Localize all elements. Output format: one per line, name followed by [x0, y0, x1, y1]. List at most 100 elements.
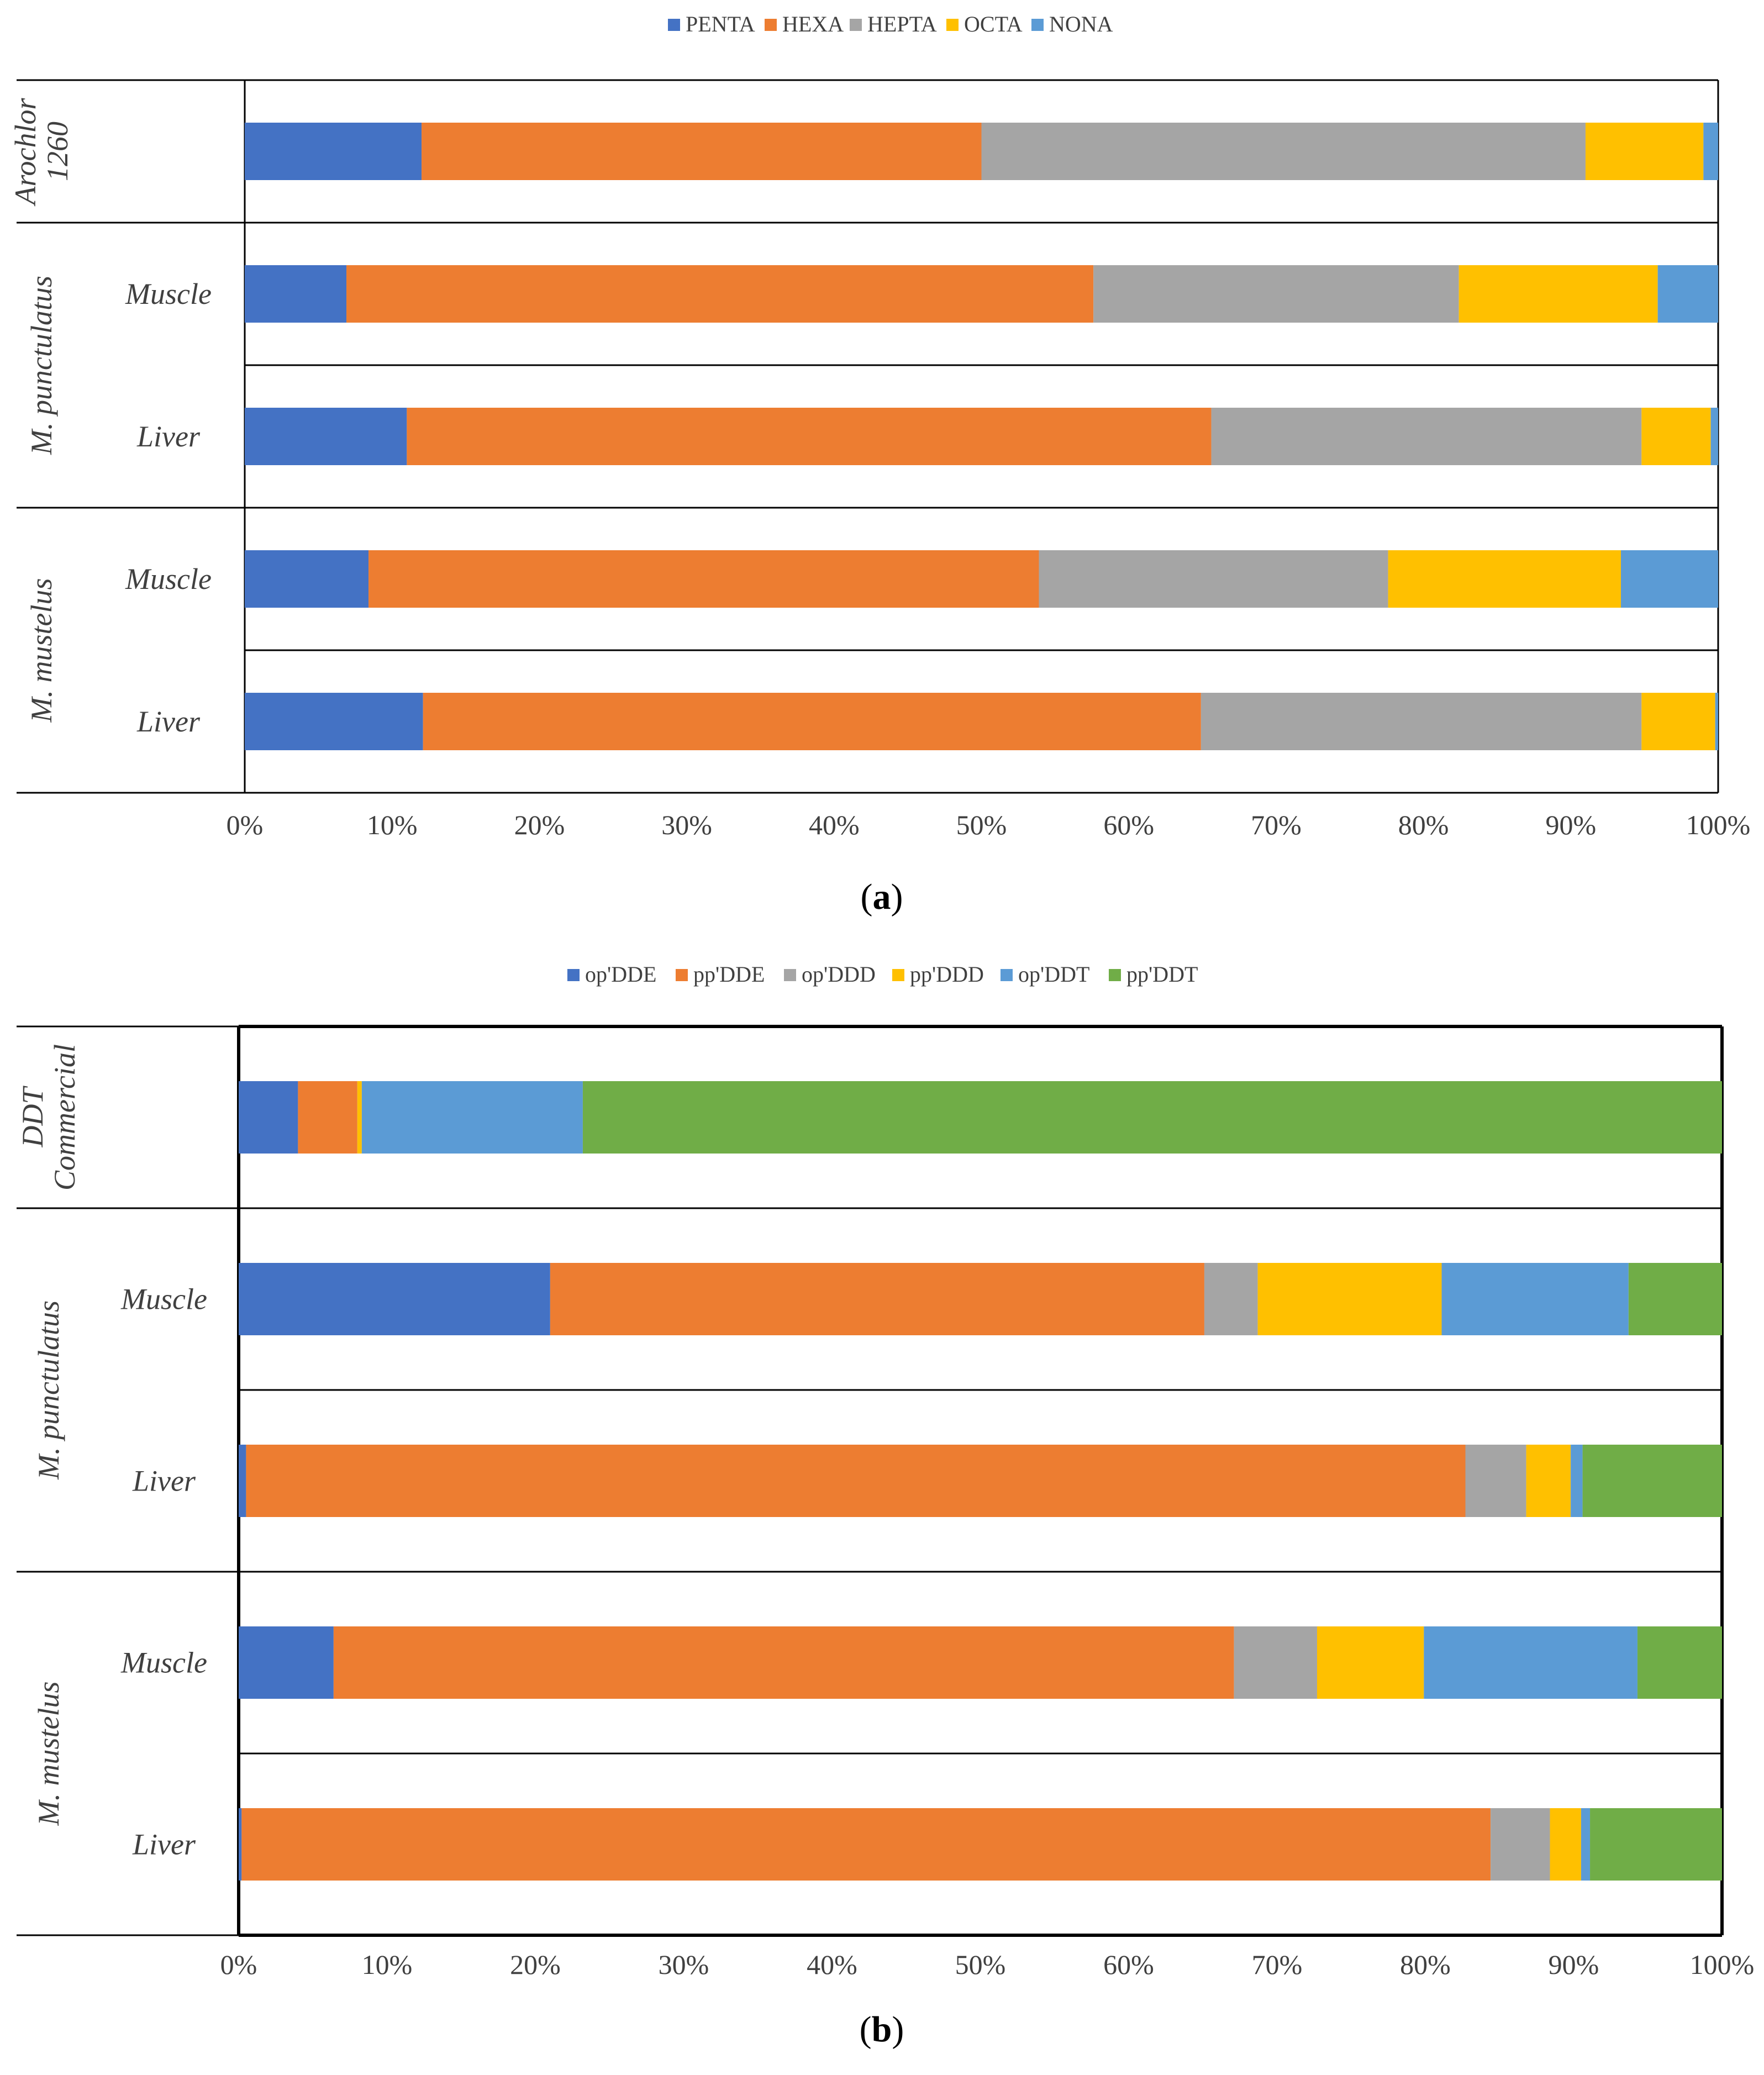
panel-b-bar-m-punctulatus-muscle-pp-dde: [550, 1263, 1204, 1335]
panel-b-panel-label-open: (: [860, 2009, 872, 2050]
panel-a-row-label-m-punctulatus-muscle: Muscle: [125, 277, 212, 310]
panel-b-legend-label-op-ddt: op'DDT: [1018, 962, 1089, 987]
panel-b-x-ticks: 0% 10% 20% 30% 40% 50% 60% 70% 80% 90% 100%: [220, 1949, 1755, 1980]
panel-a-bar-m-mustelus-liver-hexa: [423, 693, 1201, 750]
panel-b-bar-m-punctulatus-liver-pp-dde: [246, 1445, 1466, 1517]
panel-b-bar-m-mustelus-muscle-op-ddd: [1234, 1626, 1317, 1699]
panel-a-group-label-arochlor-1260-line1: Arochlor: [9, 98, 42, 207]
panel-b-legend-label-op-dde: op'DDE: [585, 962, 656, 987]
panel-b-bar-m-punctulatus-liver-op-ddd: [1465, 1445, 1526, 1517]
panel-a-x-tick-label-50: 50%: [956, 809, 1007, 840]
panel-b-bar-m-punctulatus-muscle-op-ddt: [1441, 1263, 1629, 1335]
panel-b-legend: op'DDE pp'DDE op'DDD pp'DDD op'DDT pp'DDT: [567, 962, 1198, 987]
panel-a-panel-label-letter: a: [873, 877, 891, 917]
panel-a-legend-swatch-hepta: [850, 19, 862, 31]
panel-a-x-tick-label-30: 30%: [661, 809, 712, 840]
panel-b-bar-m-mustelus-muscle-op-dde: [239, 1626, 334, 1699]
panel-a-legend-label-nona: NONA: [1049, 12, 1113, 36]
panel-b-group-label-m-mustelus-line1: M. mustelus: [32, 1682, 65, 1826]
panel-b-row-label-m-punctulatus-liver: Liver: [132, 1465, 196, 1498]
panel-b-bar-ddt-commercial-pp-ddd: [357, 1081, 362, 1154]
panel-a-bar-m-mustelus-muscle-hepta: [1039, 550, 1388, 608]
panel-a-x-tick-label-10: 10%: [367, 809, 418, 840]
panel-b-bar-m-mustelus-muscle-op-ddt: [1424, 1626, 1637, 1699]
panel-a-bar-arochlor-1260-hexa: [422, 123, 982, 180]
panel-a-legend-label-hexa: HEXA: [782, 12, 844, 36]
panel-b-bar-m-mustelus-liver-pp-ddt: [1590, 1808, 1722, 1881]
panel-a-bar-m-mustelus-muscle-octa: [1388, 550, 1621, 608]
panel-b-legend-swatch-op-dde: [567, 969, 580, 981]
panel-a-x-tick-label-20: 20%: [514, 809, 565, 840]
panel-a-bar-m-punctulatus-liver-nona: [1710, 408, 1718, 465]
panel-a-bar-m-punctulatus-liver-penta: [245, 408, 407, 465]
panel-a-bar-m-mustelus-liver-octa: [1641, 693, 1715, 750]
panel-b-x-tick-label-70: 70%: [1252, 1949, 1303, 1980]
panel-b-group-label-ddt-commercial-line1: DDT: [16, 1086, 49, 1148]
panel-b-bar-m-punctulatus-muscle-op-dde: [239, 1263, 550, 1335]
panel-a-bar-arochlor-1260-nona: [1703, 123, 1718, 180]
panel-b-x-tick-label-50: 50%: [955, 1949, 1006, 1980]
panel-b-bar-m-punctulatus-liver-pp-ddt: [1582, 1445, 1722, 1517]
panel-b-chart: op'DDE pp'DDE op'DDD pp'DDD op'DDT pp'DDT Musc…: [16, 962, 1754, 2050]
panel-b-x-tick-label-10: 10%: [362, 1949, 413, 1980]
panel-b-bar-m-mustelus-muscle-pp-dde: [333, 1626, 1234, 1699]
panel-b-x-tick-label-40: 40%: [807, 1949, 857, 1980]
panel-b-bar-m-punctulatus-muscle-op-ddd: [1204, 1263, 1258, 1335]
panel-b-bar-m-punctulatus-muscle-pp-ddd: [1257, 1263, 1442, 1335]
panel-a-bar-m-mustelus-liver-hepta: [1200, 693, 1642, 750]
panel-b-x-tick-label-30: 30%: [659, 1949, 709, 1980]
panel-b-bar-m-punctulatus-liver-op-dde: [239, 1445, 246, 1517]
panel-a-x-tick-label-60: 60%: [1103, 809, 1154, 840]
panel-a-bar-arochlor-1260-penta: [245, 123, 422, 180]
panel-b-bar-m-punctulatus-liver-op-ddt: [1571, 1445, 1583, 1517]
panel-a-row-label-m-punctulatus-liver: Liver: [136, 420, 201, 453]
panel-b-bar-m-punctulatus-muscle-pp-ddt: [1628, 1263, 1722, 1335]
panel-a-x-tick-label-100: 100%: [1686, 809, 1751, 840]
panel-a-panel-label-close: ): [891, 877, 903, 917]
panel-b-row-label-m-mustelus-liver: Liver: [132, 1828, 196, 1861]
panel-a-bar-m-mustelus-liver-nona: [1715, 693, 1718, 750]
panel-b-row-labels: Muscle Liver Muscle Liver: [120, 1283, 207, 1861]
panel-b-legend-swatch-op-ddd: [784, 969, 796, 981]
panel-a-legend: PENTA HEXA HEPTA OCTA NONA: [668, 12, 1113, 36]
panel-a-group-label-arochlor-1260-line2: 1260: [41, 122, 74, 181]
panel-a-panel-label: (a): [861, 877, 903, 917]
panel-a-frame: [17, 79, 1719, 794]
panel-b-legend-swatch-pp-dde: [676, 969, 688, 981]
panel-b-bar-m-punctulatus-liver-pp-ddd: [1526, 1445, 1571, 1517]
panel-b-bar-m-mustelus-liver-op-ddd: [1491, 1808, 1550, 1881]
panel-a-bar-m-mustelus-muscle-nona: [1620, 550, 1718, 608]
panel-a-legend-label-octa: OCTA: [964, 12, 1023, 36]
panel-a-bar-m-punctulatus-muscle-hepta: [1093, 265, 1459, 323]
panel-a-bar-m-punctulatus-liver-hepta: [1211, 408, 1642, 465]
panel-b-legend-swatch-pp-ddt: [1109, 969, 1121, 981]
panel-a-chart: PENTA HEXA HEPTA OCTA NONA Muscle Liver Muscle L…: [9, 12, 1750, 917]
panel-b-bar-m-mustelus-liver-op-ddt: [1581, 1808, 1591, 1881]
panel-b-panel-label-letter: b: [872, 2009, 892, 2050]
panel-a-row-labels: Muscle Liver Muscle Liver: [125, 277, 212, 738]
panel-a-x-ticks: 0% 10% 20% 30% 40% 50% 60% 70% 80% 90% 100%: [227, 809, 1751, 840]
panel-b-bar-ddt-commercial-op-dde: [239, 1081, 298, 1154]
panel-b-group-label-m-punctulatus-line1: M. punctulatus: [32, 1300, 65, 1480]
panel-b-x-tick-label-60: 60%: [1103, 1949, 1154, 1980]
panel-b-legend-label-op-ddd: op'DDD: [802, 962, 876, 987]
panel-a-x-tick-label-90: 90%: [1545, 809, 1596, 840]
panel-a-bar-m-punctulatus-muscle-penta: [245, 265, 347, 323]
panel-a-bar-arochlor-1260-hepta: [981, 123, 1586, 180]
panel-a-x-tick-label-40: 40%: [809, 809, 860, 840]
panel-b-row-label-m-punctulatus-muscle: Muscle: [120, 1283, 207, 1316]
panel-b-x-tick-label-100: 100%: [1690, 1949, 1755, 1980]
panel-a-x-tick-label-80: 80%: [1398, 809, 1449, 840]
panel-a-bar-m-mustelus-liver-penta: [245, 693, 423, 750]
panel-b-legend-label-pp-ddd: pp'DDD: [910, 962, 984, 987]
panel-b-legend-swatch-op-ddt: [1001, 969, 1013, 981]
panel-b-x-tick-label-90: 90%: [1549, 1949, 1599, 1980]
panel-b-bar-m-mustelus-liver-pp-dde: [241, 1808, 1491, 1881]
panel-b-bar-m-mustelus-muscle-pp-ddd: [1317, 1626, 1424, 1699]
panel-b-bar-m-mustelus-liver-op-dde: [239, 1808, 242, 1881]
panel-b-panel-label-close: ): [892, 2009, 904, 2050]
panel-a-group-label-m-punctulatus-line1: M. punctulatus: [25, 276, 58, 455]
